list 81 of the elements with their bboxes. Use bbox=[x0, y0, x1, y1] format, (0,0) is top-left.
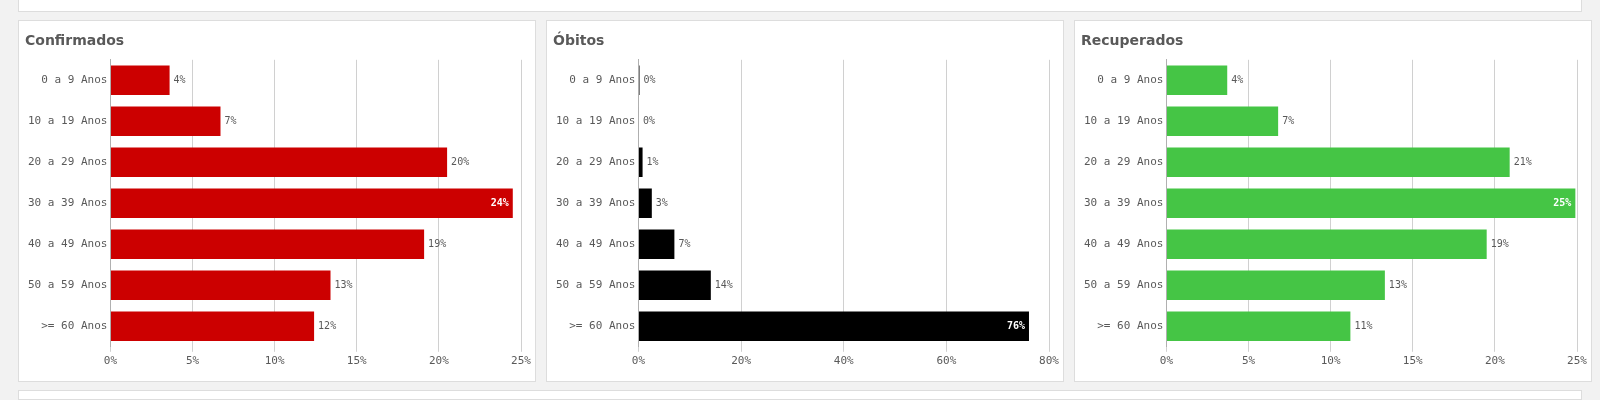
data-label: 1% bbox=[646, 155, 659, 167]
data-label: 24% bbox=[490, 196, 509, 208]
y-tick-label: 0 a 9 Anos bbox=[41, 73, 108, 87]
data-label: 0% bbox=[642, 114, 656, 126]
data-label: 7% bbox=[678, 237, 691, 249]
y-tick-label: 0 a 9 Anos bbox=[1097, 73, 1164, 87]
bar bbox=[110, 229, 425, 260]
y-tick-label: 10 a 19 Anos bbox=[27, 114, 108, 128]
y-tick-label: 30 a 39 Anos bbox=[27, 196, 108, 210]
bar bbox=[638, 311, 1029, 342]
x-tick-label: 0% bbox=[103, 354, 118, 368]
data-label: 21% bbox=[1513, 155, 1532, 167]
x-tick-label: 15% bbox=[1402, 354, 1424, 368]
chart-title: Óbitos bbox=[553, 31, 605, 49]
data-label: 76% bbox=[1006, 319, 1025, 331]
x-tick-label: 15% bbox=[346, 354, 368, 368]
bar bbox=[1166, 188, 1576, 219]
y-tick-label: 20 a 29 Anos bbox=[27, 155, 108, 169]
x-tick-label: 60% bbox=[936, 354, 957, 368]
data-label: 11% bbox=[1354, 319, 1373, 331]
x-tick-label: 20% bbox=[731, 354, 752, 368]
data-label: 25% bbox=[1553, 196, 1572, 208]
data-label: 7% bbox=[224, 114, 237, 126]
x-tick-label: 80% bbox=[1039, 354, 1060, 368]
y-tick-label: 10 a 19 Anos bbox=[555, 114, 636, 128]
bar bbox=[110, 311, 315, 342]
data-label: 13% bbox=[334, 278, 353, 290]
bar bbox=[110, 65, 170, 96]
x-tick-label: 25% bbox=[511, 354, 532, 368]
y-tick-label: >= 60 Anos bbox=[1097, 319, 1164, 333]
data-label: 0% bbox=[643, 73, 656, 85]
y-tick-label: 50 a 59 Anos bbox=[1083, 278, 1164, 292]
bar bbox=[110, 147, 448, 178]
data-label: 7% bbox=[1282, 114, 1295, 126]
data-label: 4% bbox=[173, 73, 186, 85]
bar bbox=[1166, 65, 1228, 96]
data-label: 3% bbox=[655, 196, 668, 208]
data-label: 13% bbox=[1388, 278, 1407, 290]
x-tick-label: 5% bbox=[1241, 354, 1256, 368]
data-label: 12% bbox=[318, 319, 337, 331]
x-tick-label: 10% bbox=[1320, 354, 1341, 368]
y-tick-label: 10 a 19 Anos bbox=[1083, 114, 1164, 128]
chart-title: Recuperados bbox=[1081, 32, 1184, 49]
bar bbox=[1166, 229, 1487, 260]
data-label: 4% bbox=[1231, 73, 1244, 85]
y-tick-label: >= 60 Anos bbox=[569, 319, 636, 333]
x-tick-label: 25% bbox=[1567, 354, 1588, 368]
x-tick-label: 40% bbox=[833, 354, 855, 368]
x-tick-label: 10% bbox=[264, 354, 285, 368]
y-tick-label: 40 a 49 Anos bbox=[555, 237, 636, 251]
bar bbox=[638, 188, 652, 219]
bar bbox=[110, 188, 513, 219]
y-tick-label: 30 a 39 Anos bbox=[555, 196, 636, 210]
y-tick-label: 20 a 29 Anos bbox=[555, 155, 636, 169]
x-tick-label: 0% bbox=[1159, 354, 1174, 368]
y-tick-label: 50 a 59 Anos bbox=[27, 278, 108, 292]
bar bbox=[638, 147, 643, 178]
bar bbox=[1166, 311, 1351, 342]
y-tick-label: 50 a 59 Anos bbox=[555, 278, 636, 292]
data-label: 19% bbox=[1490, 237, 1509, 249]
bar bbox=[1166, 147, 1510, 178]
y-tick-label: 0 a 9 Anos bbox=[569, 73, 636, 87]
y-tick-label: 30 a 39 Anos bbox=[1083, 196, 1164, 210]
bar bbox=[110, 106, 221, 137]
data-label: 20% bbox=[451, 155, 470, 167]
bar bbox=[638, 229, 675, 260]
data-label: 19% bbox=[428, 237, 447, 249]
y-tick-label: >= 60 Anos bbox=[41, 319, 108, 333]
x-tick-label: 5% bbox=[185, 354, 200, 368]
x-tick-label: 0% bbox=[631, 354, 646, 368]
bar bbox=[110, 270, 331, 301]
x-tick-label: 20% bbox=[428, 354, 450, 368]
y-tick-label: 20 a 29 Anos bbox=[1083, 155, 1164, 169]
bar bbox=[1166, 270, 1385, 301]
data-label: 14% bbox=[714, 278, 733, 290]
chart-title: Confirmados bbox=[25, 32, 125, 49]
bar bbox=[638, 270, 711, 301]
x-tick-label: 20% bbox=[1484, 354, 1506, 368]
bar bbox=[1166, 106, 1279, 137]
y-tick-label: 40 a 49 Anos bbox=[1083, 237, 1164, 251]
y-tick-label: 40 a 49 Anos bbox=[27, 237, 108, 251]
